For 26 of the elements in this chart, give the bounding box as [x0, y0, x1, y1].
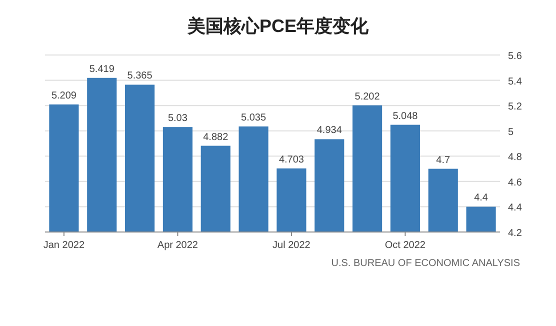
text: U.S. BUREAU OF ECONOMIC ANALYSIS: [331, 258, 520, 269]
data-label: 5.048: [392, 110, 418, 122]
x-tick-label: Jan 2022: [43, 240, 85, 251]
data-label: 5.209: [51, 90, 77, 102]
data-label: 5.419: [89, 64, 115, 75]
x-tick-label: Oct 2022: [384, 240, 426, 251]
data-label: 5.365: [127, 70, 153, 82]
chart-title: 美国核心PCE年度变化: [186, 16, 370, 36]
y-tick-label: 5: [508, 126, 514, 138]
y-tick-label: 5.2: [508, 102, 522, 113]
y-tick-label: 5.6: [508, 51, 522, 62]
data-label: 4.4: [474, 192, 488, 204]
x-tick-label: Jul 2022: [272, 240, 311, 251]
x-tick-label: Apr 2022: [157, 240, 198, 251]
y-tick-label: 4.4: [508, 202, 522, 214]
data-label: 5.202: [354, 91, 380, 102]
data-label: 4.882: [203, 132, 229, 143]
data-label: 5.035: [241, 112, 266, 124]
data-label: 4.934: [316, 125, 342, 136]
data-label: 4.703: [278, 154, 304, 166]
data-label: 5.03: [168, 113, 188, 124]
data-label: 4.7: [436, 154, 451, 166]
y-tick-label: 4.2: [508, 228, 522, 239]
y-tick-label: 4.8: [508, 152, 522, 164]
y-tick-label: 4.6: [508, 177, 522, 188]
y-tick-label: 5.4: [508, 76, 522, 88]
